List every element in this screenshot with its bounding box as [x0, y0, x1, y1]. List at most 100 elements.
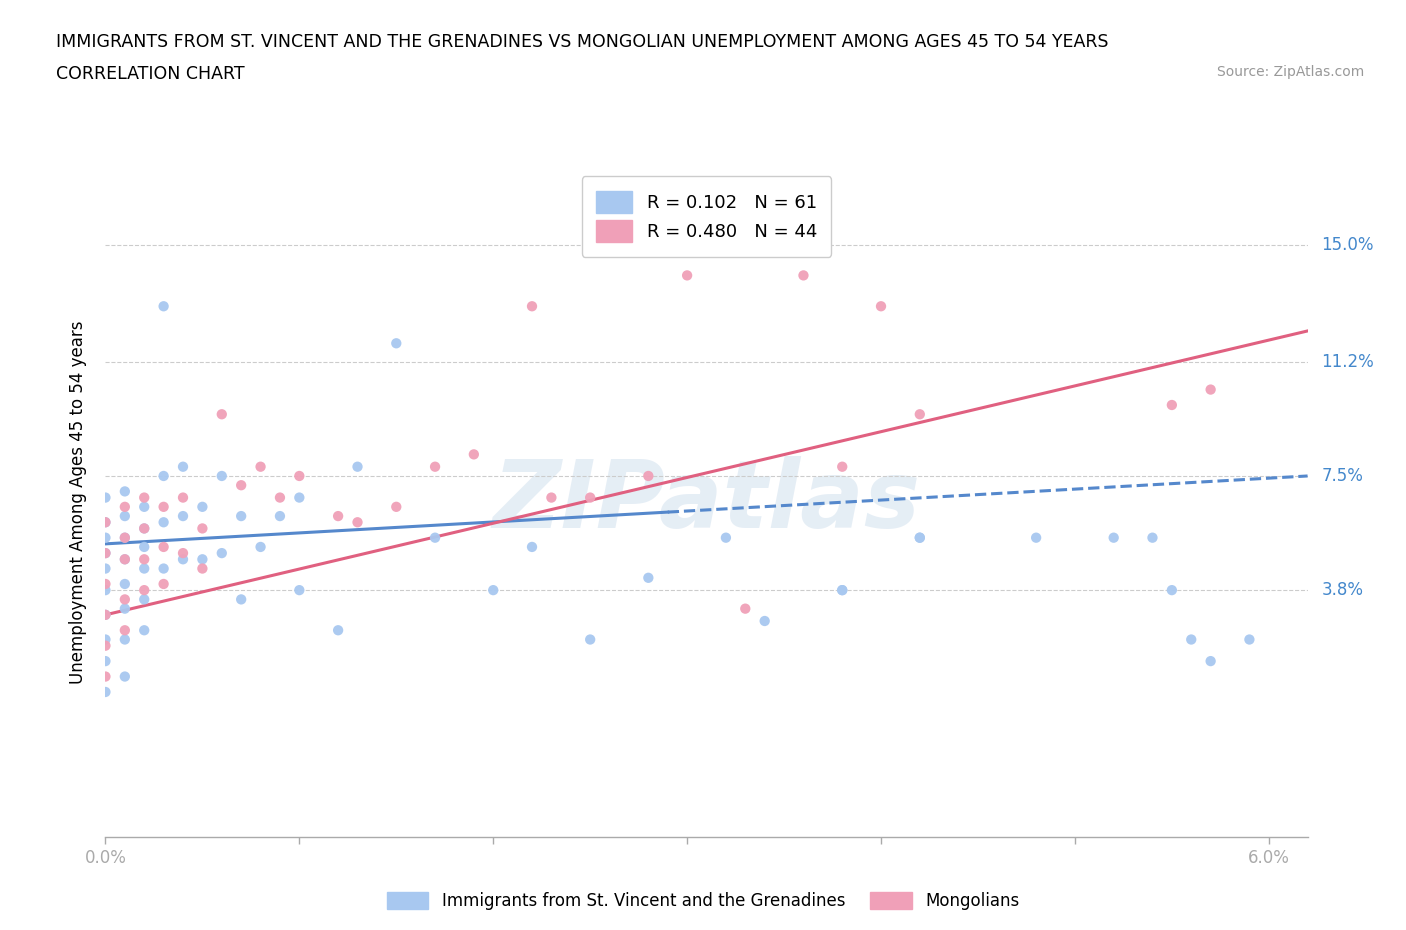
Point	[114, 623, 136, 638]
Point	[908, 530, 931, 545]
Point	[1025, 530, 1047, 545]
Point	[1239, 632, 1261, 647]
Point	[676, 268, 699, 283]
Point	[134, 490, 156, 505]
Point	[1199, 382, 1222, 397]
Text: ZIPatlas: ZIPatlas	[492, 457, 921, 548]
Point	[94, 515, 117, 530]
Point	[94, 583, 117, 598]
Point	[134, 623, 156, 638]
Point	[94, 546, 117, 561]
Point	[134, 539, 156, 554]
Point	[114, 551, 136, 566]
Point	[385, 499, 408, 514]
Point	[831, 583, 853, 598]
Point	[94, 607, 117, 622]
Text: 7.5%: 7.5%	[1322, 467, 1364, 485]
Point	[172, 459, 194, 474]
Point	[114, 601, 136, 616]
Point	[114, 592, 136, 607]
Point	[754, 614, 776, 629]
Point	[831, 583, 853, 598]
Point	[172, 551, 194, 566]
Point	[1160, 583, 1182, 598]
Point	[637, 570, 659, 585]
Point	[579, 632, 602, 647]
Point	[152, 515, 174, 530]
Point	[211, 406, 233, 421]
Point	[249, 539, 271, 554]
Point	[1160, 397, 1182, 412]
Point	[134, 561, 156, 576]
Point	[134, 499, 156, 514]
Point	[637, 469, 659, 484]
Point	[249, 459, 271, 474]
Point	[152, 499, 174, 514]
Point	[870, 299, 893, 313]
Point	[288, 583, 311, 598]
Point	[520, 299, 543, 313]
Point	[326, 623, 349, 638]
Point	[94, 546, 117, 561]
Point	[134, 521, 156, 536]
Point	[94, 669, 117, 684]
Legend: Immigrants from St. Vincent and the Grenadines, Mongolians: Immigrants from St. Vincent and the Gren…	[380, 885, 1026, 917]
Point	[579, 490, 602, 505]
Point	[423, 459, 446, 474]
Point	[463, 447, 485, 462]
Point	[908, 406, 931, 421]
Point	[114, 499, 136, 514]
Point	[152, 299, 174, 313]
Text: 15.0%: 15.0%	[1322, 235, 1374, 254]
Point	[114, 669, 136, 684]
Point	[385, 336, 408, 351]
Point	[1102, 530, 1125, 545]
Point	[231, 509, 253, 524]
Point	[134, 521, 156, 536]
Point	[714, 530, 737, 545]
Point	[540, 490, 562, 505]
Point	[482, 583, 505, 598]
Point	[191, 521, 214, 536]
Point	[94, 638, 117, 653]
Point	[191, 561, 214, 576]
Point	[831, 459, 853, 474]
Point	[269, 509, 291, 524]
Point	[94, 490, 117, 505]
Text: CORRELATION CHART: CORRELATION CHART	[56, 65, 245, 83]
Point	[269, 490, 291, 505]
Legend: R = 0.102   N = 61, R = 0.480   N = 44: R = 0.102 N = 61, R = 0.480 N = 44	[582, 177, 831, 257]
Y-axis label: Unemployment Among Ages 45 to 54 years: Unemployment Among Ages 45 to 54 years	[69, 321, 87, 684]
Point	[94, 577, 117, 591]
Point	[792, 268, 814, 283]
Point	[1142, 530, 1164, 545]
Text: 11.2%: 11.2%	[1322, 352, 1374, 371]
Point	[734, 601, 756, 616]
Point	[1199, 654, 1222, 669]
Point	[172, 490, 194, 505]
Point	[172, 509, 194, 524]
Point	[94, 654, 117, 669]
Point	[346, 459, 368, 474]
Point	[211, 469, 233, 484]
Text: Source: ZipAtlas.com: Source: ZipAtlas.com	[1216, 65, 1364, 79]
Point	[114, 551, 136, 566]
Point	[114, 632, 136, 647]
Point	[94, 530, 117, 545]
Point	[152, 561, 174, 576]
Point	[152, 577, 174, 591]
Point	[94, 632, 117, 647]
Point	[134, 583, 156, 598]
Point	[134, 551, 156, 566]
Text: 3.8%: 3.8%	[1322, 581, 1364, 599]
Point	[908, 530, 931, 545]
Point	[114, 530, 136, 545]
Point	[114, 530, 136, 545]
Point	[94, 607, 117, 622]
Point	[152, 539, 174, 554]
Point	[520, 539, 543, 554]
Point	[231, 592, 253, 607]
Point	[134, 592, 156, 607]
Text: IMMIGRANTS FROM ST. VINCENT AND THE GRENADINES VS MONGOLIAN UNEMPLOYMENT AMONG A: IMMIGRANTS FROM ST. VINCENT AND THE GREN…	[56, 33, 1109, 50]
Point	[288, 490, 311, 505]
